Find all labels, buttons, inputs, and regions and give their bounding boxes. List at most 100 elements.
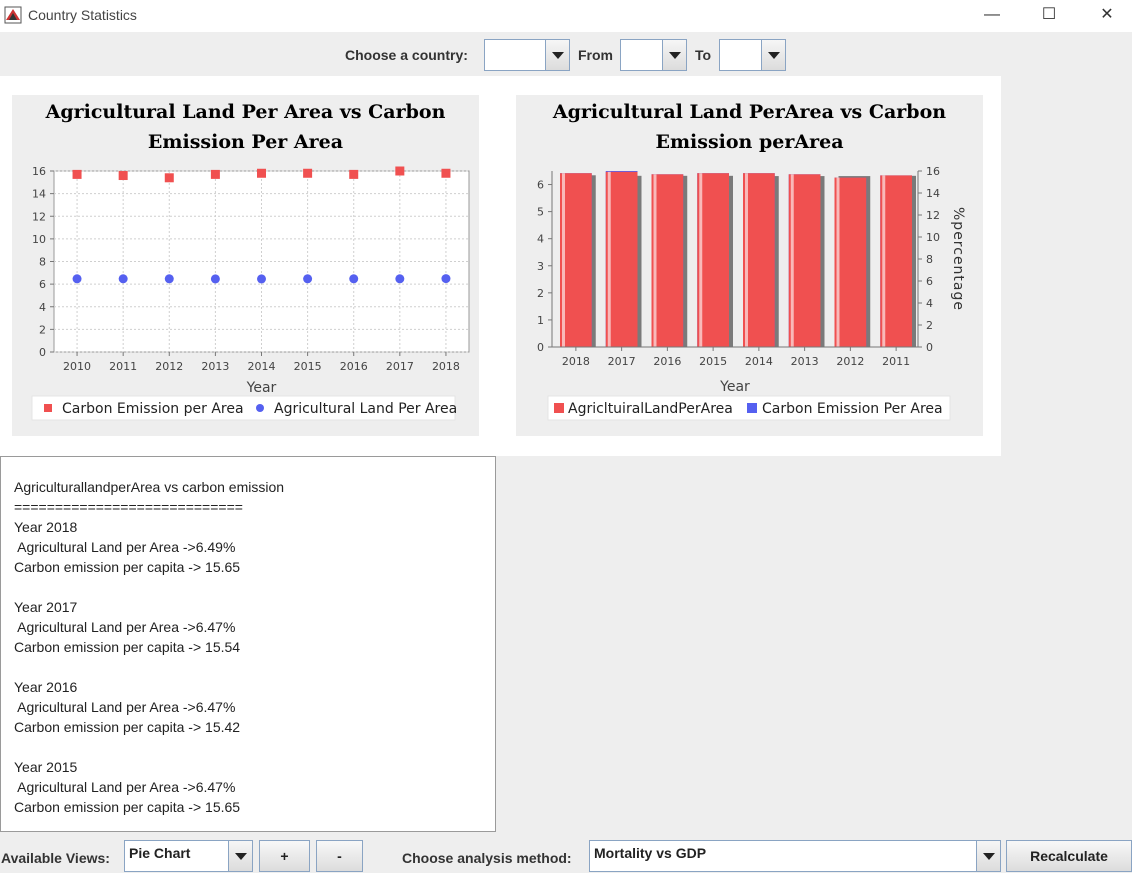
- views-combo-value: Pie Chart: [125, 841, 228, 871]
- window-title: Country Statistics: [28, 7, 137, 23]
- from-year-value: [621, 40, 662, 70]
- y-tick-label: 10: [32, 233, 46, 246]
- x-tick-label: 2017: [386, 360, 414, 373]
- data-point-square: [118, 171, 128, 181]
- analysis-method-combo[interactable]: Mortality vs GDP: [589, 840, 1001, 872]
- y-tick-label: 2: [537, 287, 544, 300]
- y2-tick-label: 8: [926, 253, 933, 266]
- maximize-button[interactable]: ☐: [1041, 6, 1057, 23]
- x-tick-label: 2013: [201, 360, 229, 373]
- bar-agricultural: [880, 175, 912, 347]
- y-tick-label: 1: [537, 314, 544, 327]
- y2-tick-label: 2: [926, 319, 933, 332]
- bar-chart-panel: Agricultural Land PerArea vs Carbon Emis…: [516, 95, 983, 436]
- bar-agricultural: [605, 171, 638, 347]
- bar-highlight: [699, 173, 703, 347]
- data-point-circle: [72, 274, 82, 284]
- data-point-square: [210, 169, 220, 179]
- country-combo[interactable]: [484, 39, 570, 71]
- report-line: [14, 737, 482, 757]
- data-point-square: [257, 168, 266, 178]
- chevron-down-icon[interactable]: [545, 40, 569, 70]
- x-tick-label: 2015: [699, 355, 727, 368]
- bar-highlight: [790, 174, 794, 347]
- y-tick-label: 4: [537, 233, 544, 246]
- data-point-circle: [303, 274, 313, 284]
- y-tick-label: 3: [537, 260, 544, 273]
- data-point-square: [72, 169, 82, 179]
- y2-tick-label: 4: [926, 297, 933, 310]
- legend-marker-circle: [256, 404, 264, 412]
- to-label: To: [695, 47, 712, 63]
- bar-highlight: [882, 175, 886, 347]
- legend-label: Carbon Emission per Area: [62, 401, 244, 417]
- bar-highlight: [745, 173, 748, 347]
- chevron-down-icon[interactable]: [761, 40, 785, 70]
- legend-marker-square: [44, 404, 52, 412]
- scatter-chart-panel: Agricultural Land Per Area vs Carbon Emi…: [12, 95, 479, 436]
- minimize-button[interactable]: —: [984, 6, 1000, 23]
- scatter-chart-title-line2: Emission Per Area: [147, 131, 344, 153]
- chevron-down-icon[interactable]: [662, 40, 686, 70]
- y-tick-label: 8: [39, 256, 46, 269]
- y-tick-label: 0: [39, 346, 46, 359]
- bar-agricultural: [834, 177, 867, 347]
- remove-view-button[interactable]: -: [316, 840, 363, 872]
- data-point-circle: [164, 274, 174, 284]
- y-tick-label: 0: [537, 341, 544, 354]
- add-view-button[interactable]: +: [259, 840, 310, 872]
- data-point-circle: [349, 274, 359, 284]
- x-tick-label: 2016: [653, 355, 681, 368]
- bar-chart-title-line2: Emission perArea: [655, 131, 844, 153]
- bar-chart-title-line1: Agricultural Land PerArea vs Carbon: [552, 101, 947, 123]
- x-axis-label: Year: [246, 380, 277, 396]
- analysis-method-label: Choose analysis method:: [402, 850, 572, 866]
- data-point-circle: [118, 274, 128, 284]
- available-views-label: Available Views:: [1, 850, 110, 866]
- scatter-chart: 0 2 4 6 8 10 12 14 16 2010 2011 2012 2013 2014 2015 201…: [31, 165, 470, 421]
- legend-label: AgricltuiralLandPerArea: [568, 401, 733, 417]
- bar-highlight: [562, 173, 565, 347]
- views-combo[interactable]: Pie Chart: [124, 840, 253, 872]
- data-point-square: [164, 173, 174, 183]
- to-year-combo[interactable]: [719, 39, 786, 71]
- data-point-circle: [441, 274, 451, 284]
- x-tick-label: 2013: [791, 355, 819, 368]
- y2-tick-label: 16: [926, 165, 940, 178]
- recalculate-button[interactable]: Recalculate: [1006, 840, 1132, 872]
- legend-marker-square: [554, 403, 564, 413]
- legend-label: Carbon Emission Per Area: [762, 401, 943, 417]
- x-tick-label: 2014: [745, 355, 773, 368]
- to-year-value: [720, 40, 761, 70]
- report-line: Carbon emission per capita -> 15.54: [14, 639, 241, 655]
- report-line: Agricultural Land per Area ->6.47%: [14, 779, 236, 795]
- x-tick-label: 2010: [63, 360, 91, 373]
- report-text-area[interactable]: AgriculturallandperArea vs carbon emissi…: [0, 456, 496, 832]
- bar-agricultural: [743, 173, 775, 347]
- report-line: [14, 657, 482, 677]
- y-tick-label: 16: [32, 165, 46, 178]
- analysis-method-value: Mortality vs GDP: [590, 841, 976, 871]
- x-tick-label: 2014: [248, 360, 276, 373]
- from-year-combo[interactable]: [620, 39, 687, 71]
- x-tick-label: 2018: [432, 360, 460, 373]
- x-tick-label: 2016: [340, 360, 368, 373]
- report-line: Agricultural Land per Area ->6.49%: [14, 539, 236, 555]
- bar-highlight: [607, 171, 611, 347]
- bar-agricultural: [788, 174, 821, 347]
- report-line: Year 2015: [14, 759, 78, 775]
- from-label: From: [578, 47, 613, 63]
- data-point-square: [395, 166, 405, 176]
- x-tick-label: 2015: [294, 360, 322, 373]
- chevron-down-icon[interactable]: [976, 841, 1000, 871]
- y-tick-label: 5: [537, 206, 544, 219]
- report-line: Agricultural Land per Area ->6.47%: [14, 699, 236, 715]
- report-line: [14, 577, 482, 597]
- y-tick-label: 4: [39, 301, 46, 314]
- legend-box: [31, 395, 456, 421]
- window-titlebar: Country Statistics — ☐ ✕: [0, 0, 1132, 32]
- x-tick-label: 2018: [562, 355, 590, 368]
- data-point-circle: [257, 274, 266, 284]
- close-button[interactable]: ✕: [1100, 6, 1114, 23]
- chevron-down-icon[interactable]: [228, 841, 252, 871]
